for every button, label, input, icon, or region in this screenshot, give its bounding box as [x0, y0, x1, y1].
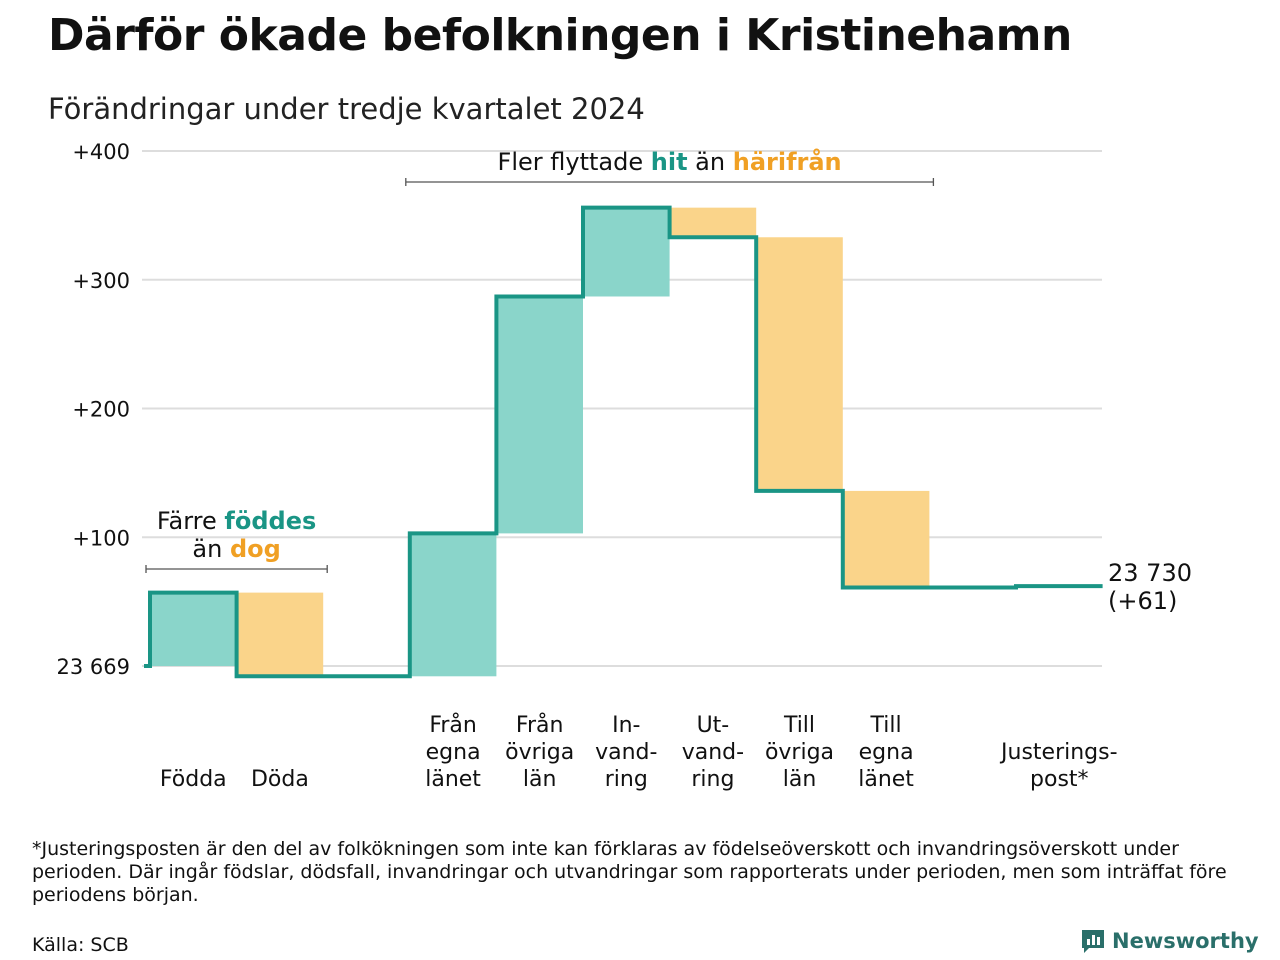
annotation-text: Färre föddes: [157, 507, 316, 535]
category-label: län: [783, 767, 817, 792]
source-credit: Källa: SCB: [32, 934, 129, 956]
annotation-text: än dog: [192, 535, 280, 563]
waterfall-bar: [236, 592, 324, 677]
category-label: Till: [783, 713, 815, 738]
newsworthy-logo-icon: [1082, 930, 1104, 953]
waterfall-bar: [150, 592, 237, 666]
annotation-segment: Fler flyttade: [498, 148, 651, 176]
category-label: Döda: [251, 767, 309, 792]
chart-subtitle: Förändringar under tredje kvartalet 2024: [48, 92, 645, 126]
waterfall-bar: [496, 296, 583, 534]
y-tick-label: +300: [72, 269, 130, 293]
annotation-segment: dog: [230, 535, 281, 563]
annotation-segment: än: [192, 535, 230, 563]
waterfall-bar: [669, 207, 757, 238]
annotation-segment: än: [688, 148, 733, 176]
y-tick-label: +100: [72, 526, 130, 550]
annotation-segment: Färre: [157, 507, 225, 535]
category-label: ring: [691, 767, 734, 792]
y-tick-label: +400: [72, 140, 130, 164]
annotation-segment: föddes: [224, 507, 316, 535]
brand-name: Newsworthy: [1112, 929, 1259, 953]
waterfall-bar: [583, 207, 670, 297]
cumulative-step-line: [144, 205, 1103, 679]
category-label: Ut-: [697, 713, 730, 738]
waterfall-bar: [409, 533, 497, 677]
category-label: Födda: [160, 767, 227, 792]
category-label: vand-: [595, 740, 657, 765]
category-label: övriga: [765, 740, 834, 765]
category-label: egna: [426, 740, 481, 765]
category-label: In-: [612, 713, 640, 738]
footnote: *Justeringsposten är den del av folkökni…: [32, 838, 1227, 906]
category-label: Från: [429, 712, 477, 738]
end-value-label: 23 730: [1108, 559, 1192, 587]
waterfall-bar: [756, 237, 843, 491]
category-label: vand-: [682, 740, 744, 765]
category-label: länet: [425, 767, 481, 792]
annotation-segment: hit: [651, 148, 688, 176]
brand-logo: Newsworthy: [1080, 928, 1259, 954]
category-label: Justerings-: [999, 740, 1118, 765]
category-label: övriga: [505, 740, 574, 765]
category-label: Från: [516, 712, 564, 738]
y-tick-label: +200: [72, 398, 130, 422]
category-label: länet: [858, 767, 914, 792]
category-label: post*: [1030, 767, 1089, 792]
annotation-segment: härifrån: [733, 147, 842, 176]
waterfall-bar: [842, 490, 930, 588]
y-tick-label: 23 669: [57, 655, 130, 679]
category-label: ring: [605, 767, 648, 792]
annotation-text: Fler flyttade hit än härifrån: [498, 147, 842, 176]
end-value-label: (+61): [1108, 587, 1177, 615]
category-label: egna: [859, 740, 914, 765]
category-label: Till: [870, 713, 902, 738]
category-label: län: [523, 767, 557, 792]
chart-title: Därför ökade befolkningen i Kristinehamn: [48, 10, 1072, 61]
